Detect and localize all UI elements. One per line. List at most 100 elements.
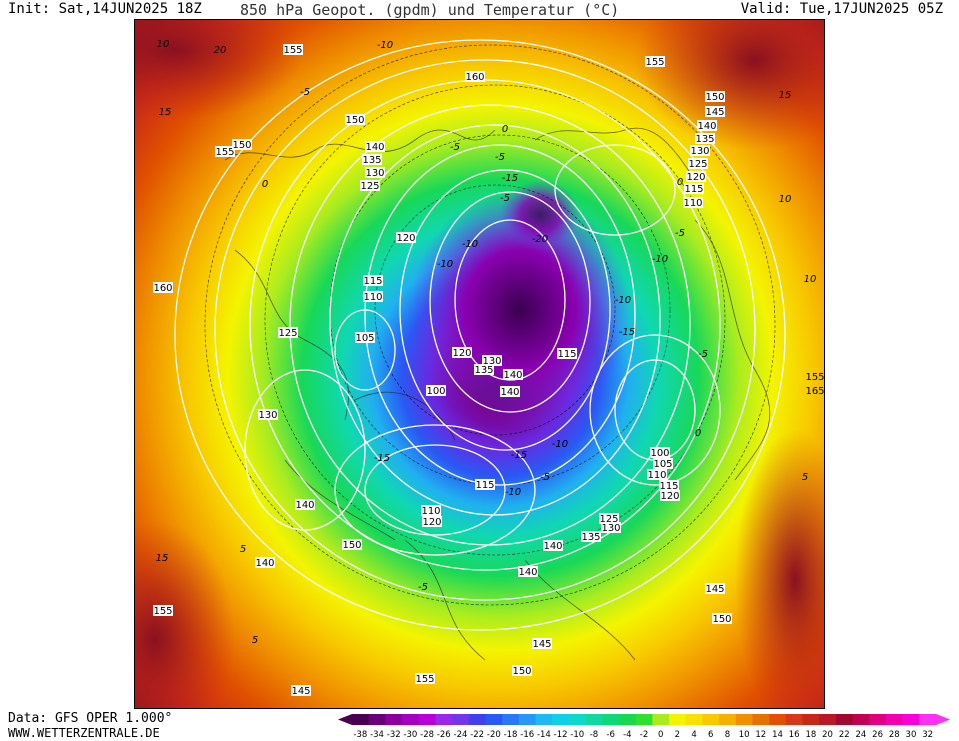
temperature-label: 15 (156, 553, 169, 564)
colorbar-tick-label: -38 (353, 730, 367, 740)
cold-core (410, 190, 630, 430)
colorbar-swatch (535, 714, 553, 725)
colorbar-swatch (518, 714, 537, 725)
geopotential-label: 145 (705, 584, 724, 595)
temperature-label: 15 (159, 107, 172, 118)
geopotential-label: 120 (660, 491, 679, 502)
geopotential-label-bg (291, 685, 311, 696)
colorbar-tick-label: -10 (570, 730, 584, 740)
geopotential-label-bg (258, 409, 278, 420)
geopotential-label: 140 (365, 142, 384, 153)
geopotential-label: 140 (503, 370, 522, 381)
geopotential-label: 115 (557, 349, 576, 360)
geopotential-label-bg (705, 583, 725, 594)
temperature-label: -5 (540, 472, 550, 483)
geopotential-label: 135 (362, 155, 381, 166)
geopotential-label-bg (647, 469, 667, 480)
temperature-label: -15 (511, 450, 527, 461)
colorbar-swatch (885, 714, 904, 725)
colorbar-tick-label: 4 (691, 730, 696, 740)
geopotential-label-bg (255, 557, 275, 568)
geopotential-label-bg (153, 282, 173, 293)
colorbar-tick-label: -2 (640, 730, 648, 740)
temperature-label: -5 (300, 87, 310, 98)
geopotential-label-bg (660, 490, 680, 501)
geopotential-label: 120 (686, 172, 705, 183)
geopotential-label: 155 (215, 147, 234, 158)
colorbar-tick-label: -20 (487, 730, 501, 740)
geopotential-label-bg (365, 141, 385, 152)
data-source: Data: GFS OPER 1.000° (8, 711, 173, 726)
temperature-label: -5 (675, 228, 685, 239)
geopotential-label-bg (215, 146, 235, 157)
colorbar-tick-label: -30 (403, 730, 417, 740)
geopotential-label-bg (599, 513, 619, 524)
colorbar-tick-label: -16 (520, 730, 534, 740)
colorbar-swatch (435, 714, 453, 725)
colorbar-swatch (819, 714, 837, 725)
colorbar-swatch (769, 714, 787, 725)
geopotential-label-bg (355, 332, 375, 343)
init-time: Init: Sat,14JUN2025 18Z (8, 1, 202, 17)
geopotential-label-bg (421, 505, 441, 516)
colorbar-swatch (702, 714, 720, 725)
geopotential-label: 110 (421, 506, 440, 517)
colorbar-tick-label: -22 (470, 730, 484, 740)
geopotential-label: 120 (452, 348, 471, 359)
geopotential-label: 150 (232, 140, 251, 151)
colorbar-swatch (669, 714, 687, 725)
colorbar-swatch (552, 714, 570, 725)
geopotential-label: 115 (659, 481, 678, 492)
geopotential-label-bg (232, 139, 252, 150)
colorbar-swatch (368, 714, 386, 725)
colorbar-swatch (685, 714, 703, 725)
temperature-label: 10 (779, 194, 792, 205)
colorbar-swatch (802, 714, 820, 725)
geopotential-label-bg (500, 386, 520, 397)
geopotential-label: 165 (805, 386, 824, 397)
colorbar-arrow-right (936, 714, 950, 725)
geopotential-label: 120 (422, 517, 441, 528)
geopotential-label-bg (518, 566, 538, 577)
geopotential-label-bg (581, 531, 601, 542)
temperature-labels: -10 -5 -5 -15 -20 -10 -10 -5 -10 -15 -10 -5 -15 -10 -5… (156, 39, 817, 646)
geopotential-label: 145 (705, 107, 724, 118)
geopotential-label: 140 (543, 541, 562, 552)
colorbar-swatch (919, 714, 937, 725)
colorbar-swatch (568, 714, 587, 725)
geopotential-label: 150 (512, 666, 531, 677)
geopotential-label: 125 (688, 159, 707, 170)
colorbar-tick-label: -24 (454, 730, 468, 740)
colorbar-tick-label: -8 (590, 730, 598, 740)
colorbar-swatch (785, 714, 804, 725)
geopotential-label-bg (452, 347, 472, 358)
colorbar-swatch (869, 714, 887, 725)
geopotential-label-bg (465, 71, 485, 82)
colorbar-tick-label: 6 (708, 730, 713, 740)
geopotential-label: 130 (690, 146, 709, 157)
temperature-label: -5 (495, 152, 505, 163)
geopotential-label: 150 (342, 540, 361, 551)
colorbar-tick-label: 2 (675, 730, 680, 740)
geopotential-label-bg (543, 540, 563, 551)
geopotential-label: 130 (365, 168, 384, 179)
geopotential-label-bg (653, 458, 673, 469)
colorbar-tick-label: 14 (772, 730, 783, 740)
colorbar-swatch (485, 714, 503, 725)
colorbar-tick-label: 22 (839, 730, 850, 740)
temperature-label: -10 (552, 439, 568, 450)
colorbar-swatch (402, 714, 420, 725)
geopotential-label-bg (153, 605, 173, 616)
geopotential-label-bg (342, 539, 362, 550)
website-url: WWW.WETTERZENTRALE.DE (8, 726, 160, 740)
temperature-label: 5 (240, 544, 246, 555)
colorbar-swatch (835, 714, 854, 725)
temperature-label: 0 (262, 179, 268, 190)
colorbar-tick-label: 16 (789, 730, 800, 740)
geopotential-label-bg (278, 327, 298, 338)
geopotential-label: 145 (291, 686, 310, 697)
colorbar-tick-label: 32 (922, 730, 933, 740)
colorbar-tick-label: -32 (387, 730, 401, 740)
geopotential-label: 125 (278, 328, 297, 339)
temperature-label: -20 (532, 234, 548, 245)
